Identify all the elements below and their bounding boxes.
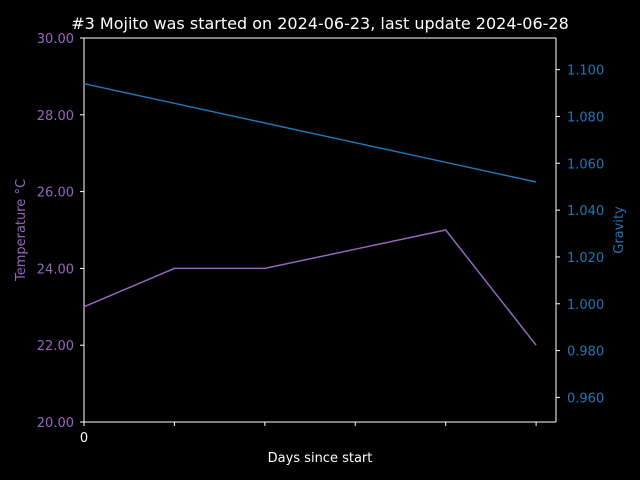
series-group — [83, 82, 537, 346]
left-tick-label: 24.00 — [37, 262, 74, 277]
temperature-line — [83, 229, 537, 346]
right-tick-label: 1.080 — [567, 110, 604, 125]
right-tick-label: 1.100 — [567, 64, 604, 79]
x-axis: 0 — [80, 422, 537, 446]
left-tick-label: 28.00 — [37, 109, 74, 124]
left-tick-label: 20.00 — [37, 416, 74, 431]
right-tick-label: 1.060 — [567, 157, 604, 172]
left-tick-label: 22.00 — [37, 339, 74, 354]
chart-title: #3 Mojito was started on 2024-06-23, las… — [71, 14, 569, 33]
left-axis: 20.00 22.00 24.00 26.00 28.00 30.00 — [37, 32, 84, 431]
left-tick-label: 26.00 — [37, 186, 74, 201]
right-tick-label: 1.020 — [567, 251, 604, 266]
left-tick-label: 30.00 — [37, 32, 74, 47]
x-axis-label: Days since start — [268, 451, 373, 466]
right-tick-label: 0.980 — [567, 345, 604, 360]
right-tick-label: 0.960 — [567, 391, 604, 406]
right-axis-label: Gravity — [612, 206, 627, 254]
x-tick-label: 0 — [80, 431, 88, 446]
right-axis: 0.960 0.980 1.000 1.020 1.040 1.060 1.080 1.100 — [556, 64, 604, 406]
gravity-line — [83, 82, 537, 183]
right-tick-label: 1.000 — [567, 298, 604, 313]
left-axis-label: Temperature °C — [14, 179, 29, 282]
right-tick-label: 1.040 — [567, 204, 604, 219]
plot-frame — [83, 37, 557, 423]
